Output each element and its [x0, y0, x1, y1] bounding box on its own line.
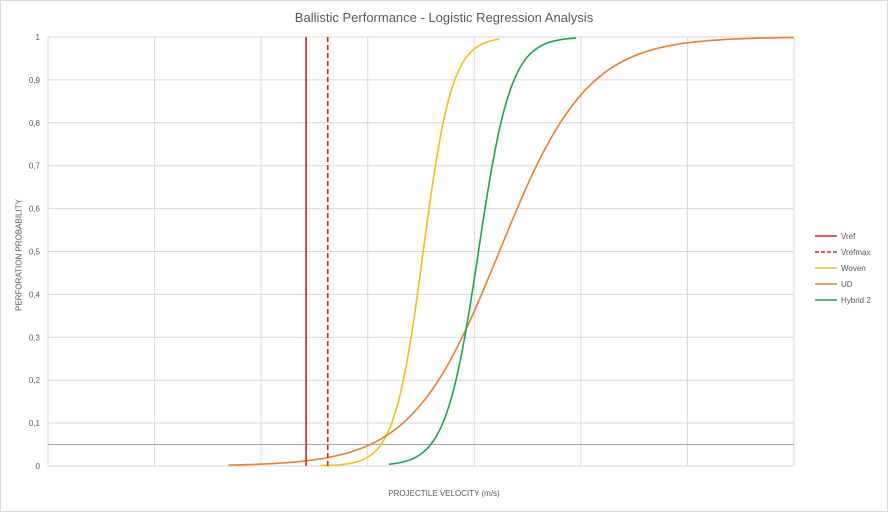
series-line-ud [228, 36, 795, 466]
grid-lines [47, 36, 795, 467]
y-tick-label: 0,8 [29, 119, 41, 128]
y-tick-label: 1 [36, 33, 41, 42]
legend-item-woven: Woven [815, 260, 871, 276]
legend: Vref Vrefmax Woven UD Hybrid 2 [815, 228, 871, 308]
reference-lines [305, 37, 329, 466]
y-tick-label: 0,5 [29, 248, 41, 257]
legend-item-hybrid-2: Hybrid 2 [815, 292, 871, 308]
series-lines [228, 36, 795, 467]
series-line-hybrid-2 [388, 37, 577, 466]
legend-swatch [815, 283, 837, 285]
legend-label: Hybrid 2 [841, 295, 871, 305]
y-tick-label: 0,7 [29, 162, 41, 171]
y-tick-label: 0,3 [29, 333, 41, 342]
legend-swatch [815, 235, 837, 237]
y-tick-labels: 0 0,1 0,2 0,3 0,4 0,5 0,6 0,7 0,8 0,9 1 [29, 33, 41, 471]
legend-label: Woven [841, 263, 866, 273]
y-tick-label: 0,6 [29, 205, 41, 214]
legend-item-vrefmax: Vrefmax [815, 244, 871, 260]
legend-label: Vrefmax [841, 247, 871, 257]
y-tick-label: 0,2 [29, 376, 41, 385]
legend-label: Vref [841, 231, 856, 241]
series-line-woven [320, 38, 500, 467]
y-tick-label: 0 [36, 462, 41, 471]
x-axis-label: PROJECTILE VELOCITY (m/s) [388, 489, 500, 498]
legend-label: UD [841, 279, 853, 289]
legend-item-ud: UD [815, 276, 871, 292]
y-tick-label: 0,4 [29, 290, 41, 299]
chart-title: Ballistic Performance - Logistic Regress… [294, 10, 594, 25]
legend-swatch [815, 267, 837, 269]
y-tick-label: 0,9 [29, 76, 41, 85]
y-tick-label: 0,1 [29, 419, 41, 428]
legend-swatch [815, 251, 837, 253]
legend-swatch [815, 299, 837, 301]
legend-item-vref: Vref [815, 228, 871, 244]
